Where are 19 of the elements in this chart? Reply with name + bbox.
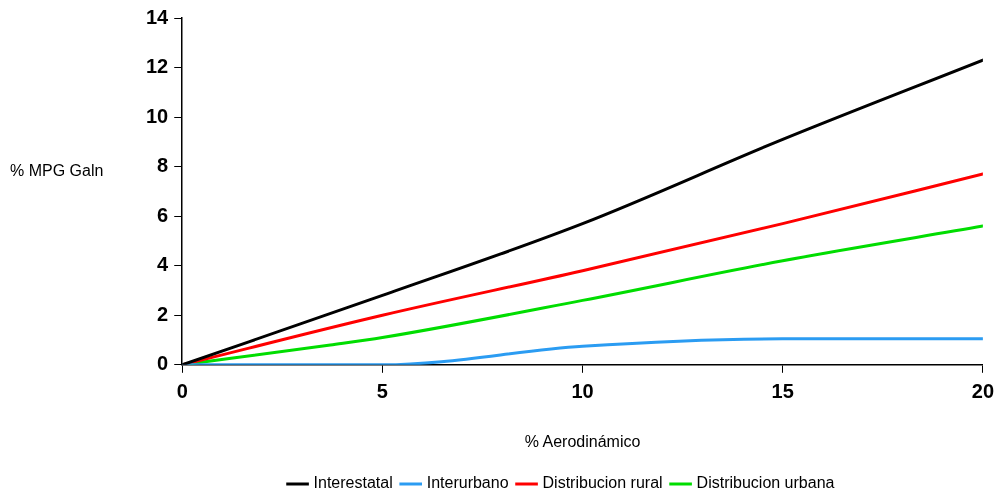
y-tick-label: 0	[157, 352, 169, 375]
x-tick-label: 15	[771, 380, 794, 403]
y-tick-label: 6	[157, 203, 169, 226]
x-tick-label: 5	[376, 380, 388, 403]
legend-label: Interurbano	[426, 474, 509, 492]
x-tick-label: 0	[176, 380, 188, 403]
x-tick-label: 10	[571, 380, 594, 403]
y-tick-label: 12	[146, 55, 169, 78]
y-tick-label: 14	[146, 5, 170, 28]
y-axis-title: % MPG Galn	[10, 161, 104, 179]
y-tick-label: 2	[157, 302, 169, 325]
legend-label: Distribucion urbana	[696, 474, 835, 492]
y-tick-label: 4	[157, 253, 170, 276]
y-tick-label: 8	[157, 154, 169, 177]
x-axis-title: % Aerodinámico	[524, 432, 641, 450]
legend-label: Interestatal	[313, 474, 393, 492]
y-tick-label: 10	[146, 104, 169, 127]
legend-label: Distribucion rural	[542, 474, 663, 492]
x-tick-label: 20	[971, 380, 994, 403]
